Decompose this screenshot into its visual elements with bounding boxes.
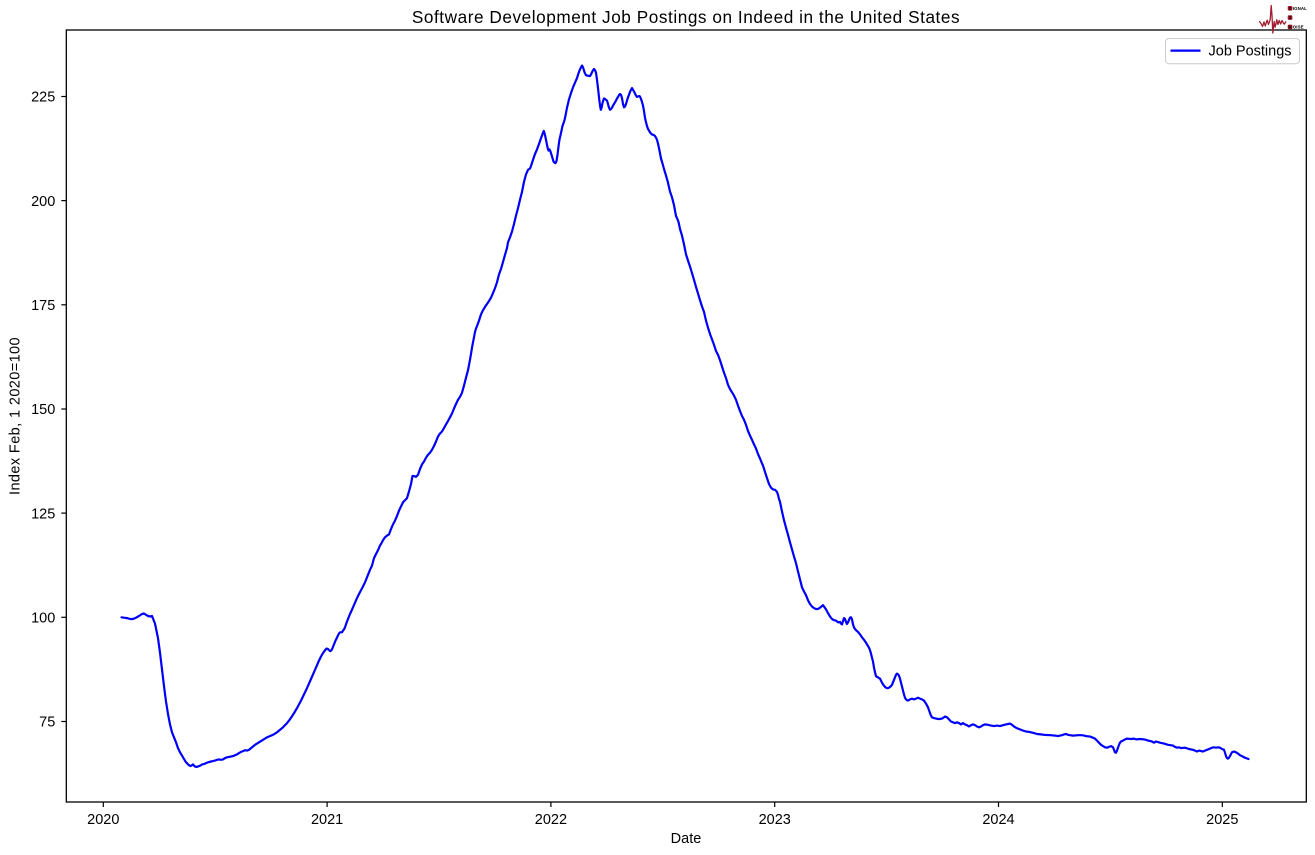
svg-text:S: S	[1289, 6, 1292, 11]
svg-text:Index Feb, 1 2020=100: Index Feb, 1 2020=100	[8, 337, 24, 495]
svg-text:Software Development Job Posti: Software Development Job Postings on Ind…	[412, 7, 960, 27]
svg-text:2: 2	[1289, 15, 1292, 20]
svg-text:100: 100	[31, 611, 55, 627]
svg-text:2020: 2020	[87, 812, 119, 828]
svg-text:175: 175	[31, 298, 55, 314]
svg-text:2024: 2024	[982, 812, 1014, 828]
svg-text:2025: 2025	[1206, 812, 1238, 828]
svg-text:IGNAL: IGNAL	[1293, 6, 1307, 11]
svg-text:75: 75	[39, 715, 55, 731]
svg-text:150: 150	[31, 402, 55, 418]
svg-text:2021: 2021	[311, 812, 343, 828]
svg-text:2022: 2022	[535, 812, 567, 828]
svg-text:N: N	[1288, 25, 1291, 30]
svg-text:Job Postings: Job Postings	[1209, 43, 1292, 59]
svg-text:125: 125	[31, 506, 55, 522]
svg-text:2023: 2023	[759, 812, 791, 828]
svg-text:Date: Date	[671, 831, 702, 847]
svg-text:200: 200	[31, 194, 55, 210]
svg-text:OISE: OISE	[1293, 25, 1304, 30]
svg-text:225: 225	[31, 90, 55, 106]
